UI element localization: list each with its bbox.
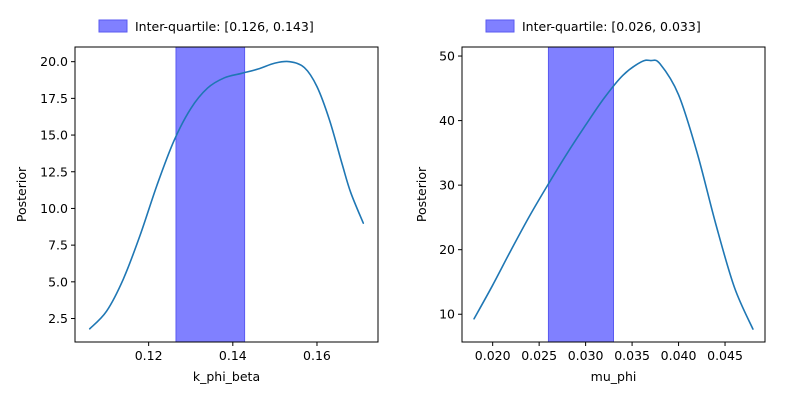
- right-legend-swatch: [485, 19, 515, 33]
- left-x-tick-label: 0.14: [219, 348, 247, 363]
- left-chart-panel: 0.12 0.14 0.16 2.5 5.0 7.5 10.0 12.5 15.0 17.5 20.…: [14, 19, 379, 384]
- right-y-tick-label: 50: [439, 49, 455, 64]
- left-x-tick-label: 0.16: [303, 348, 331, 363]
- left-y-axis-label: Posterior: [14, 166, 29, 222]
- right-x-tick-label: 0.045: [707, 348, 743, 363]
- left-axes-frame: [74, 46, 379, 343]
- left-y-tick-label: 20.0: [40, 54, 68, 69]
- right-y-tick-label: 40: [439, 113, 455, 128]
- right-interquartile-band: [547, 47, 615, 342]
- right-y-tick-label: 10: [439, 307, 455, 322]
- left-x-axis-label: k_phi_beta: [193, 369, 260, 384]
- left-y-tick-label: 10.0: [40, 201, 68, 216]
- left-legend: Inter-quartile: [0.126, 0.143]: [98, 19, 314, 34]
- left-interquartile-band: [175, 47, 246, 342]
- right-axes-frame: [461, 46, 766, 343]
- right-x-tick-label: 0.030: [568, 348, 604, 363]
- left-posterior-line: [88, 60, 365, 330]
- left-y-tick-label: 17.5: [40, 91, 68, 106]
- right-posterior-line: [473, 59, 754, 330]
- left-legend-swatch: [98, 19, 128, 33]
- left-y-tick-label: 2.5: [48, 311, 68, 326]
- left-y-tick-label: 7.5: [48, 238, 68, 253]
- right-x-tick-label: 0.040: [661, 348, 697, 363]
- right-x-tick-label: 0.020: [475, 348, 511, 363]
- left-plot-area: [88, 47, 365, 342]
- right-x-tick-label: 0.035: [614, 348, 650, 363]
- left-y-tick-label: 5.0: [48, 274, 68, 289]
- right-legend: Inter-quartile: [0.026, 0.033]: [485, 19, 701, 34]
- right-y-tick-label: 30: [439, 178, 455, 193]
- left-y-tick-label: 12.5: [40, 164, 68, 179]
- right-y-tick-label: 20: [439, 242, 455, 257]
- right-chart-panel: 0.020 0.025 0.030 0.035 0.040 0.045 10 20 30 40 50…: [414, 19, 766, 384]
- right-x-axis-label: mu_phi: [591, 369, 637, 384]
- right-legend-label: Inter-quartile: [0.026, 0.033]: [522, 19, 701, 34]
- right-plot-area: [473, 47, 754, 342]
- right-y-axis-label: Posterior: [414, 166, 429, 222]
- left-x-tick-label: 0.12: [135, 348, 163, 363]
- right-x-tick-label: 0.025: [521, 348, 557, 363]
- left-y-tick-label: 15.0: [40, 128, 68, 143]
- left-legend-label: Inter-quartile: [0.126, 0.143]: [135, 19, 314, 34]
